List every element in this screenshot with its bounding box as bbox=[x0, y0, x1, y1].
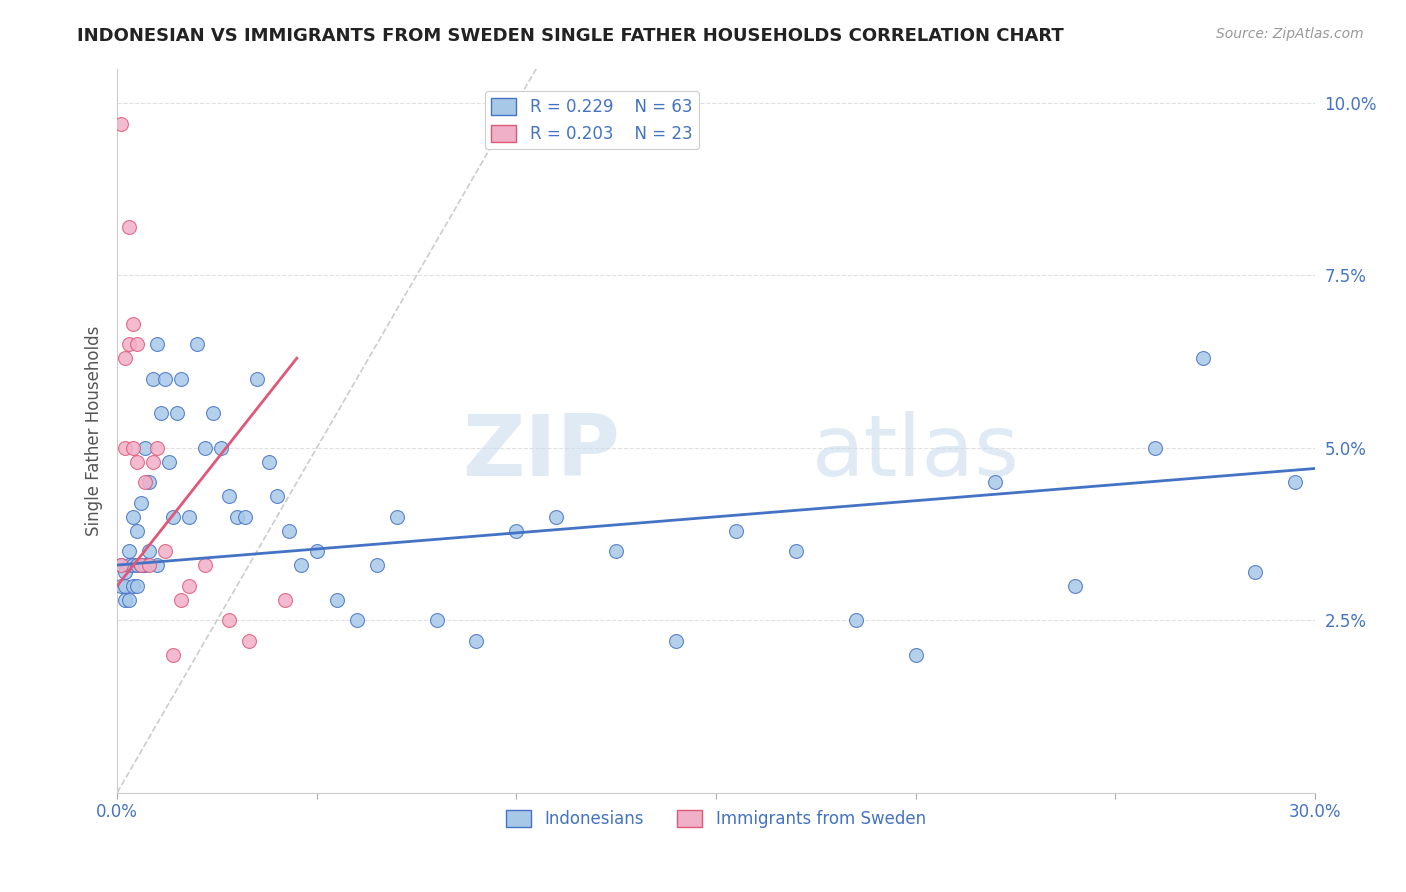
Text: INDONESIAN VS IMMIGRANTS FROM SWEDEN SINGLE FATHER HOUSEHOLDS CORRELATION CHART: INDONESIAN VS IMMIGRANTS FROM SWEDEN SIN… bbox=[77, 27, 1064, 45]
Point bbox=[277, 524, 299, 538]
Point bbox=[134, 475, 156, 490]
Point bbox=[146, 441, 169, 455]
Point bbox=[153, 372, 176, 386]
Point bbox=[1243, 565, 1265, 579]
Point bbox=[546, 509, 568, 524]
Point bbox=[177, 509, 200, 524]
Point bbox=[904, 648, 927, 662]
Point bbox=[110, 117, 132, 131]
Text: atlas: atlas bbox=[811, 411, 1019, 494]
Point bbox=[122, 509, 145, 524]
Point bbox=[138, 544, 160, 558]
Point bbox=[118, 592, 141, 607]
Point bbox=[138, 558, 160, 572]
Point bbox=[170, 592, 193, 607]
Point bbox=[157, 455, 180, 469]
Point bbox=[233, 509, 256, 524]
Point bbox=[194, 441, 217, 455]
Point bbox=[129, 558, 152, 572]
Point bbox=[142, 455, 165, 469]
Point bbox=[209, 441, 232, 455]
Point bbox=[346, 613, 368, 627]
Point bbox=[162, 648, 184, 662]
Point bbox=[127, 558, 149, 572]
Point bbox=[114, 565, 136, 579]
Point bbox=[1284, 475, 1306, 490]
Point bbox=[129, 558, 152, 572]
Text: Source: ZipAtlas.com: Source: ZipAtlas.com bbox=[1216, 27, 1364, 41]
Point bbox=[134, 441, 156, 455]
Point bbox=[724, 524, 747, 538]
Point bbox=[110, 558, 132, 572]
Point bbox=[246, 372, 269, 386]
Point bbox=[114, 441, 136, 455]
Point bbox=[226, 509, 249, 524]
Point bbox=[127, 524, 149, 538]
Point bbox=[110, 579, 132, 593]
Point bbox=[153, 544, 176, 558]
Point bbox=[134, 558, 156, 572]
Point bbox=[127, 337, 149, 351]
Point bbox=[118, 220, 141, 235]
Point bbox=[138, 475, 160, 490]
Point bbox=[1144, 441, 1167, 455]
Point bbox=[385, 509, 408, 524]
Point bbox=[218, 613, 240, 627]
Point bbox=[114, 579, 136, 593]
Point bbox=[266, 489, 288, 503]
Point bbox=[110, 558, 132, 572]
Point bbox=[127, 579, 149, 593]
Point bbox=[114, 592, 136, 607]
Point bbox=[166, 406, 188, 420]
Point bbox=[142, 372, 165, 386]
Point bbox=[162, 509, 184, 524]
Point bbox=[665, 634, 688, 648]
Point bbox=[146, 337, 169, 351]
Point bbox=[274, 592, 297, 607]
Point bbox=[1192, 351, 1215, 366]
Point bbox=[129, 496, 152, 510]
Point bbox=[201, 406, 224, 420]
Point bbox=[1064, 579, 1087, 593]
Point bbox=[186, 337, 208, 351]
Point bbox=[170, 372, 193, 386]
Point bbox=[146, 558, 169, 572]
Point bbox=[194, 558, 217, 572]
Point bbox=[177, 579, 200, 593]
Point bbox=[127, 455, 149, 469]
Point bbox=[122, 317, 145, 331]
Y-axis label: Single Father Households: Single Father Households bbox=[86, 326, 103, 536]
Point bbox=[465, 634, 488, 648]
Legend: Indonesians, Immigrants from Sweden: Indonesians, Immigrants from Sweden bbox=[499, 804, 932, 835]
Point bbox=[122, 558, 145, 572]
Point bbox=[845, 613, 868, 627]
Point bbox=[505, 524, 527, 538]
Point bbox=[122, 579, 145, 593]
Point bbox=[257, 455, 280, 469]
Point bbox=[118, 558, 141, 572]
Point bbox=[150, 406, 173, 420]
Point bbox=[366, 558, 388, 572]
Point bbox=[290, 558, 312, 572]
Point bbox=[114, 351, 136, 366]
Text: ZIP: ZIP bbox=[463, 411, 620, 494]
Point bbox=[305, 544, 328, 558]
Point bbox=[984, 475, 1007, 490]
Point bbox=[122, 441, 145, 455]
Point bbox=[238, 634, 260, 648]
Point bbox=[118, 337, 141, 351]
Point bbox=[325, 592, 347, 607]
Point bbox=[425, 613, 447, 627]
Point bbox=[218, 489, 240, 503]
Point bbox=[605, 544, 627, 558]
Point bbox=[118, 544, 141, 558]
Point bbox=[785, 544, 807, 558]
